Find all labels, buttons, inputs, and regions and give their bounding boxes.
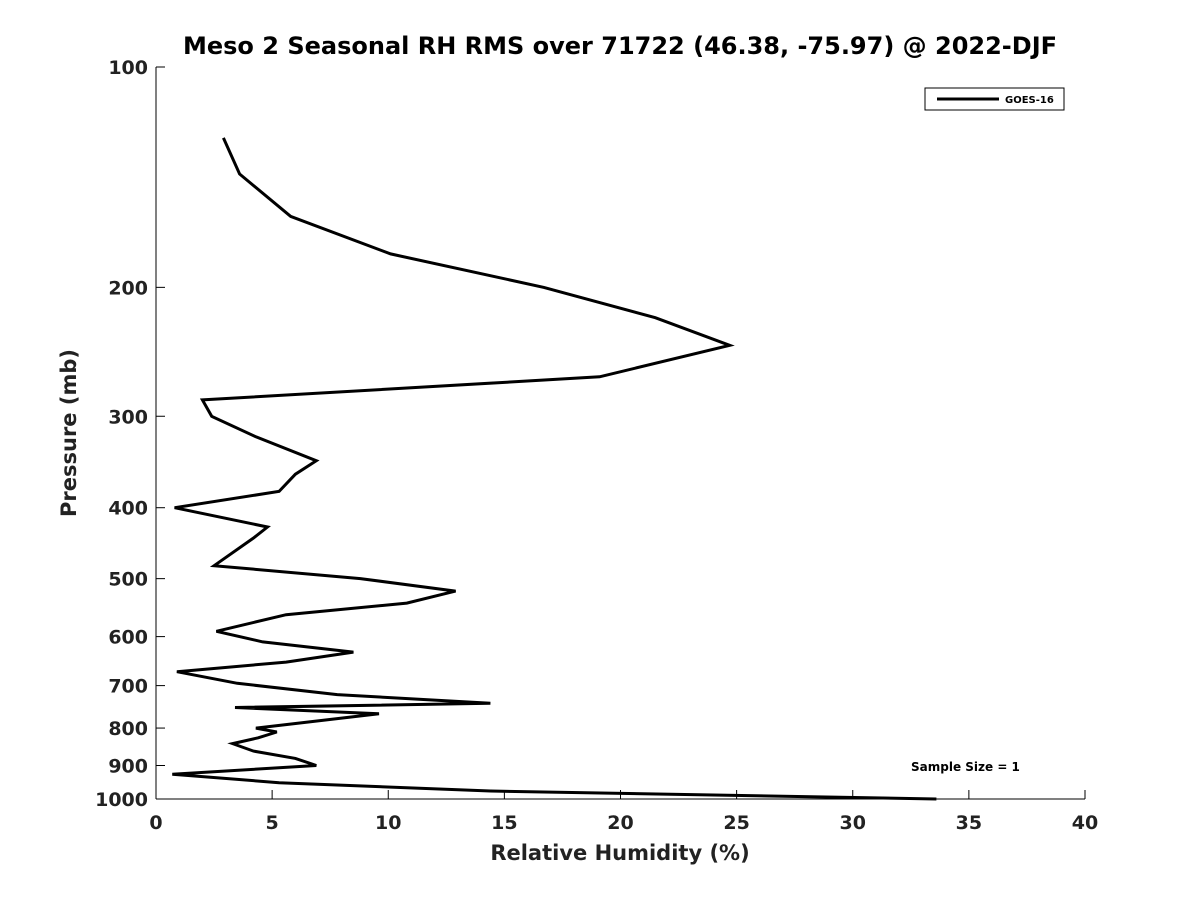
x-tick-label: 25: [723, 812, 749, 834]
x-tick-label: 0: [149, 812, 162, 834]
x-axis-label: Relative Humidity (%): [490, 841, 749, 865]
y-tick-label: 300: [108, 406, 148, 428]
legend-label: GOES-16: [1005, 95, 1054, 106]
x-tick-label: 30: [840, 812, 866, 834]
x-ticks: 0 5 10 15 20 25 30 35 40: [149, 790, 1098, 834]
series-group: [172, 137, 937, 801]
x-tick-label: 5: [266, 812, 279, 834]
y-tick-label: 500: [108, 569, 148, 591]
chart-title: Meso 2 Seasonal RH RMS over 71722 (46.38…: [183, 32, 1057, 60]
x-tick-label: 20: [607, 812, 633, 834]
y-tick-label: 400: [108, 498, 148, 520]
series-line-0: [172, 137, 937, 801]
legend: GOES-16: [924, 87, 1065, 111]
y-ticks: 100 200 300 400 500 600 700 800 900 1000: [95, 57, 165, 811]
y-tick-label: 700: [108, 676, 148, 698]
y-tick-label: 100: [108, 57, 148, 79]
y-tick-label: 200: [108, 277, 148, 299]
y-tick-label: 600: [108, 627, 148, 649]
sample-size-annotation: Sample Size = 1: [911, 760, 1020, 774]
x-tick-label: 40: [1072, 812, 1098, 834]
x-tick-label: 15: [491, 812, 517, 834]
y-axis-label: Pressure (mb): [57, 349, 81, 517]
y-tick-label: 800: [108, 718, 148, 740]
y-tick-label: 1000: [95, 789, 148, 811]
x-tick-label: 10: [375, 812, 401, 834]
x-tick-label: 35: [956, 812, 982, 834]
y-tick-label: 900: [108, 756, 148, 778]
